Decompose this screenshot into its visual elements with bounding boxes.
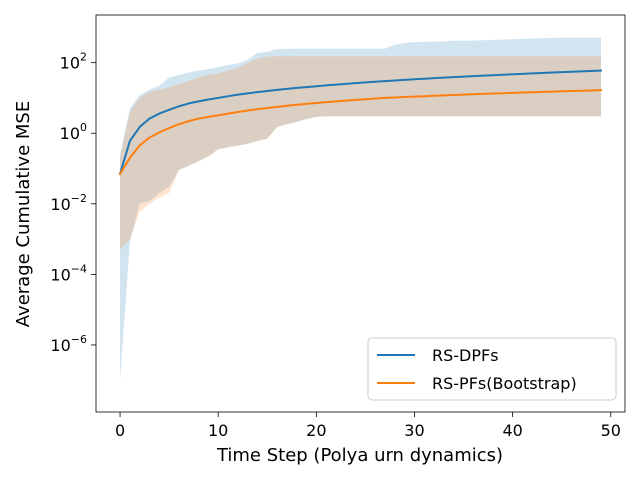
- confidence-band-rs-dpfs: [120, 37, 601, 381]
- y-tick-label: 10−4: [50, 262, 87, 284]
- y-tick-label: 102: [60, 51, 87, 73]
- x-tick-label: 10: [208, 421, 228, 440]
- y-axis-ticks: 10−6 10−4 10−2 100 102: [50, 51, 96, 355]
- y-tick-label: 100: [60, 121, 87, 143]
- legend-label-rs-dpfs: RS-DPFs: [432, 346, 499, 365]
- legend-label-rs-pfs-bootstrap: RS-PFs(Bootstrap): [432, 374, 577, 393]
- series-lines: [118, 69, 602, 176]
- confidence-bands: [120, 37, 601, 381]
- legend-box: [367, 337, 617, 401]
- series-line-rs-pfs-bootstrap: [118, 89, 602, 176]
- series-line-rs-dpfs: [118, 69, 602, 176]
- confidence-band-rs-pfs-bootstrap: [120, 56, 601, 250]
- x-tick-label: 20: [306, 421, 326, 440]
- y-tick-label: 10−6: [50, 333, 87, 355]
- x-tick-label: 40: [502, 421, 522, 440]
- x-tick-label: 0: [115, 421, 125, 440]
- x-tick-label: 30: [404, 421, 424, 440]
- plot-frame: [95, 14, 626, 413]
- y-axis-label: Average Cumulative MSE: [13, 101, 34, 327]
- x-axis-ticks: 0 10 20 30 40 50: [115, 412, 621, 440]
- y-tick-label: 10−2: [50, 192, 87, 214]
- legend: RS-DPFs RS-PFs(Bootstrap): [367, 337, 617, 401]
- x-axis-label: Time Step (Polya urn dynamics): [216, 445, 503, 466]
- x-tick-label: 50: [601, 421, 621, 440]
